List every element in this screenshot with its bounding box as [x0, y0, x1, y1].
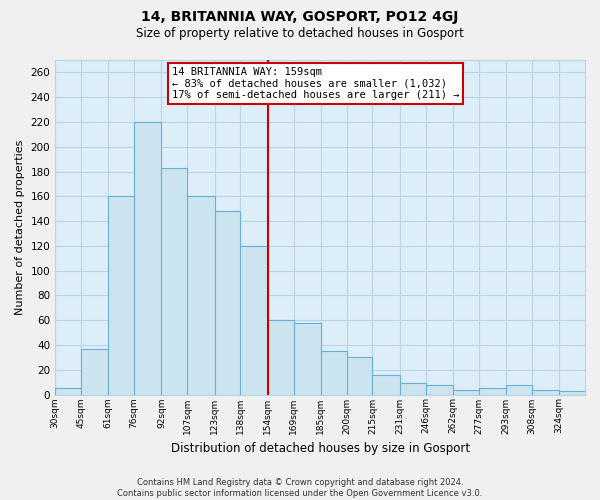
Bar — [241, 246, 268, 394]
Bar — [532, 390, 559, 394]
Bar — [373, 374, 400, 394]
Text: Contains HM Land Registry data © Crown copyright and database right 2024.
Contai: Contains HM Land Registry data © Crown c… — [118, 478, 482, 498]
Bar — [347, 358, 373, 395]
Y-axis label: Number of detached properties: Number of detached properties — [15, 140, 25, 315]
Bar — [400, 384, 425, 394]
Bar — [109, 196, 134, 394]
Bar — [321, 351, 347, 395]
Bar — [479, 388, 506, 394]
Bar — [559, 391, 585, 394]
X-axis label: Distribution of detached houses by size in Gosport: Distribution of detached houses by size … — [170, 442, 470, 455]
Text: 14, BRITANNIA WAY, GOSPORT, PO12 4GJ: 14, BRITANNIA WAY, GOSPORT, PO12 4GJ — [142, 10, 458, 24]
Bar — [425, 384, 453, 394]
Bar — [506, 384, 532, 394]
Bar — [134, 122, 161, 394]
Bar — [293, 322, 321, 394]
Text: 14 BRITANNIA WAY: 159sqm
← 83% of detached houses are smaller (1,032)
17% of sem: 14 BRITANNIA WAY: 159sqm ← 83% of detach… — [172, 66, 459, 100]
Bar — [268, 320, 293, 394]
Bar — [187, 196, 215, 394]
Bar — [215, 211, 241, 394]
Bar — [161, 168, 187, 394]
Bar — [81, 348, 109, 395]
Text: Size of property relative to detached houses in Gosport: Size of property relative to detached ho… — [136, 28, 464, 40]
Bar — [453, 390, 479, 394]
Bar — [55, 388, 81, 394]
